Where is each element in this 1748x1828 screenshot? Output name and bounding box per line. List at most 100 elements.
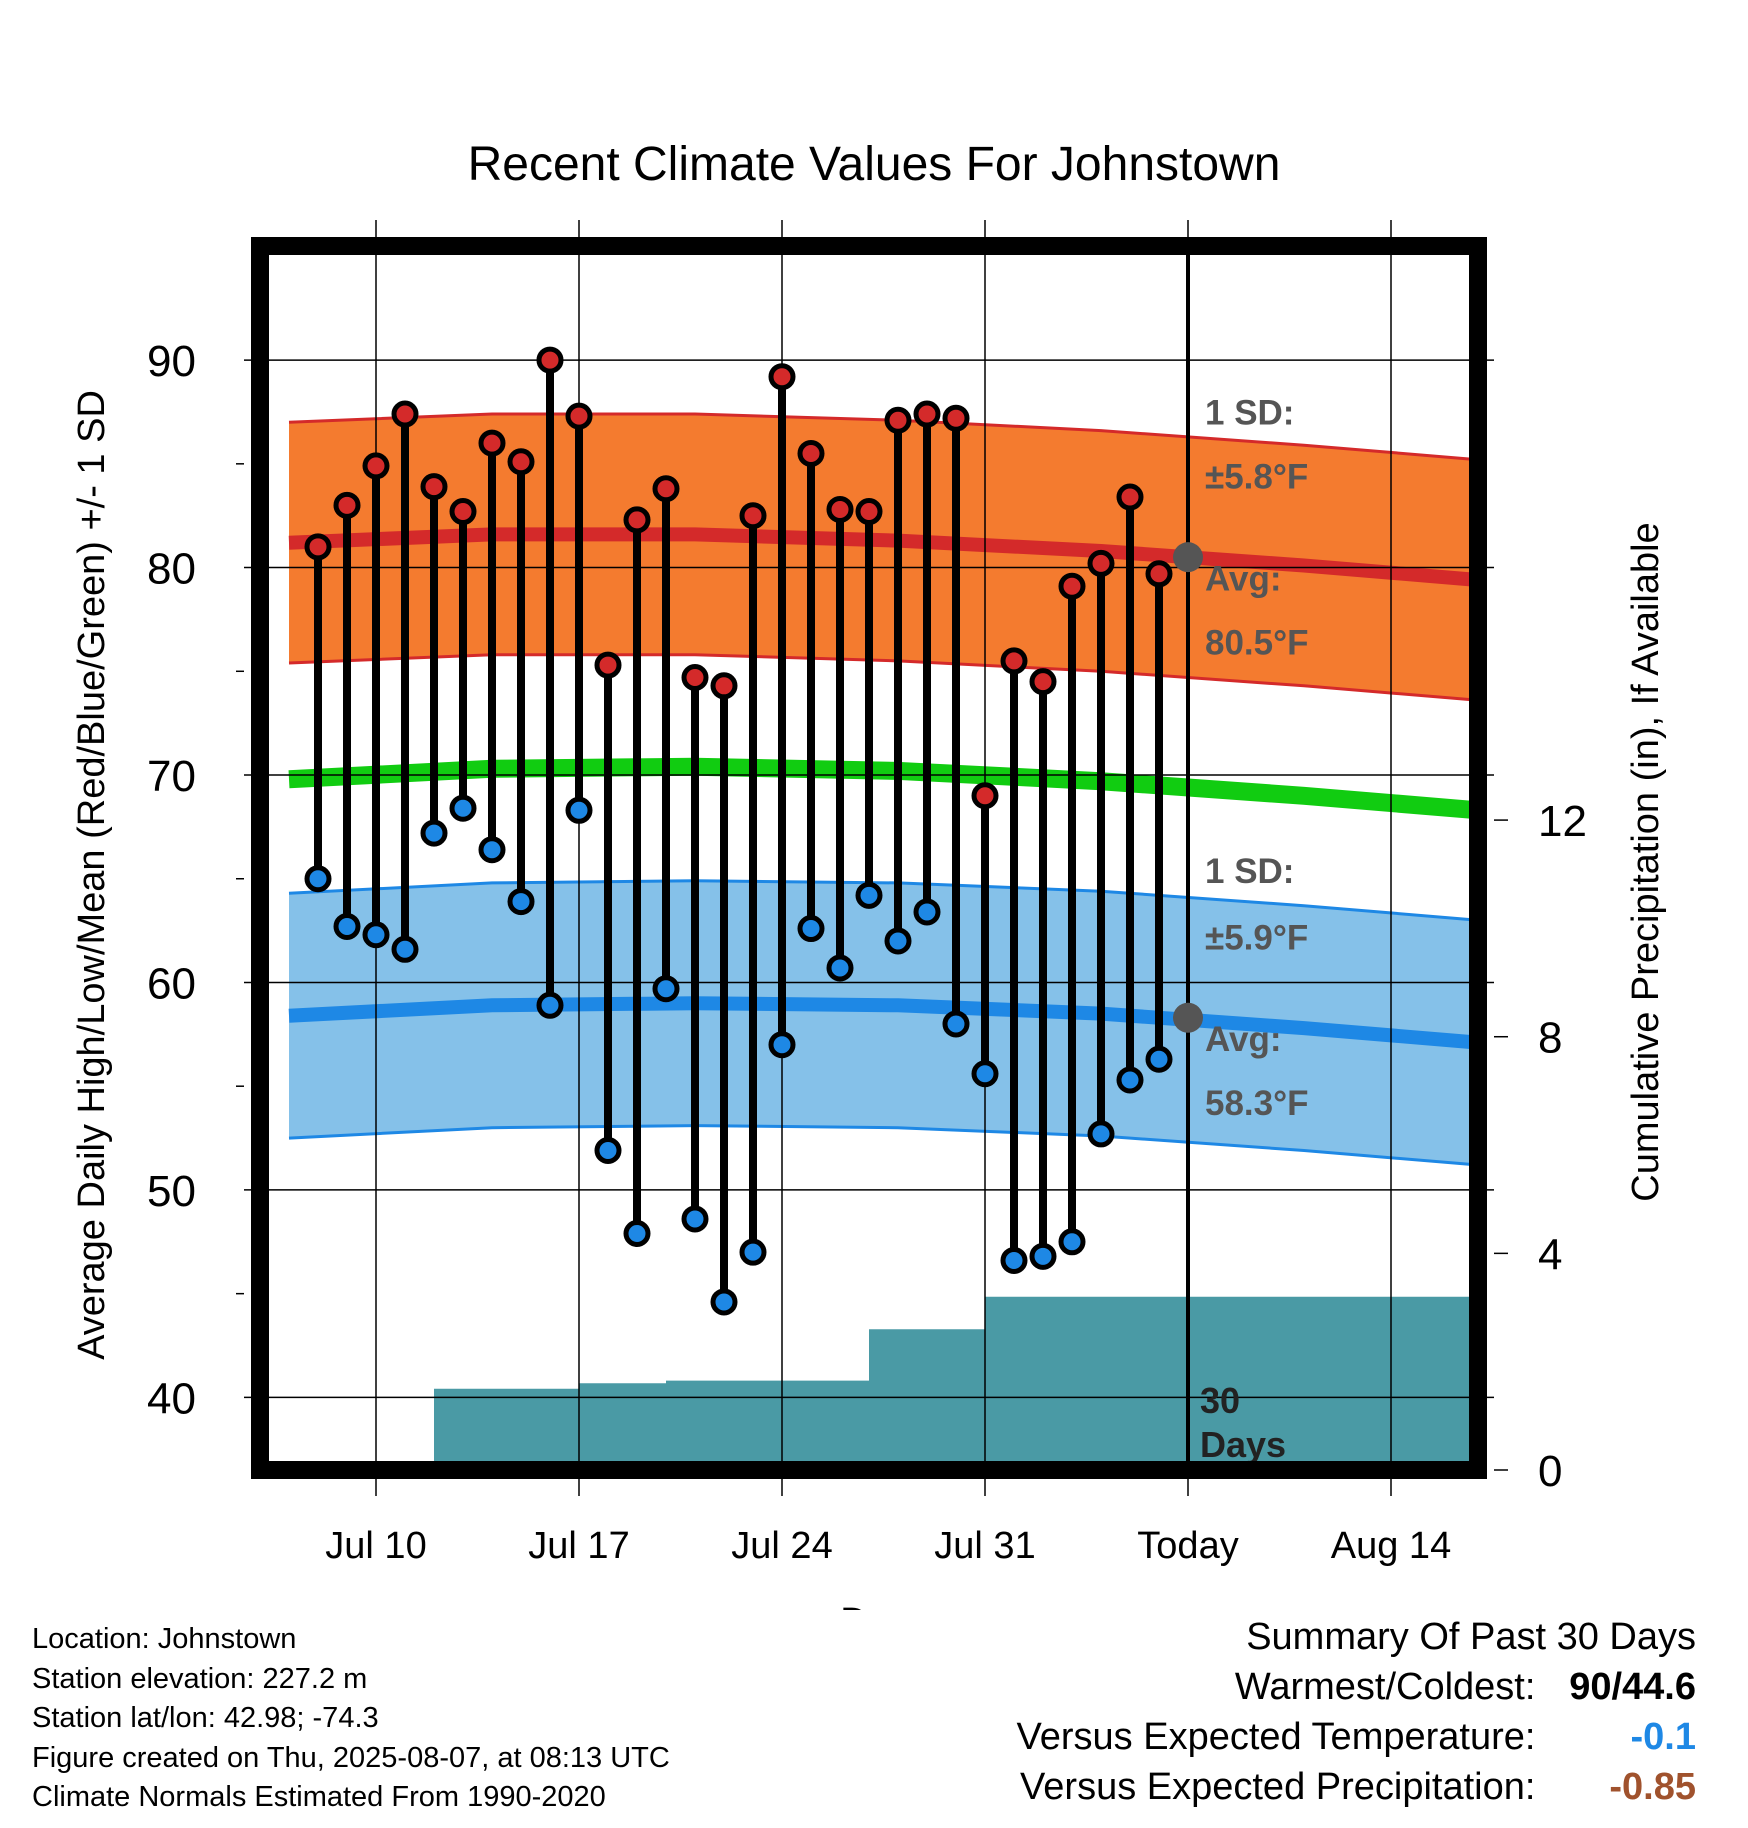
high-sd-band (289, 414, 1478, 701)
y-tick-label-90: 90 (147, 337, 196, 386)
daily-high-point (884, 406, 912, 434)
warm-cold-value: 90/44.6 (1569, 1666, 1696, 1708)
daily-high-point (1000, 647, 1028, 675)
y2-tick-label-8: 8 (1538, 1014, 1562, 1063)
today-days-label: Days (1200, 1424, 1286, 1465)
daily-low-point (565, 796, 593, 824)
daily-high-point (1145, 560, 1173, 588)
daily-low-point (536, 991, 564, 1019)
daily-high-point (855, 498, 883, 526)
daily-low-point (710, 1288, 738, 1316)
high-avg-value: 80.5°F (1205, 624, 1309, 663)
daily-high-point (681, 664, 709, 692)
daily-high-point (594, 651, 622, 679)
daily-low-point (884, 927, 912, 955)
daily-low-point (623, 1219, 651, 1247)
y-tick-label-60: 60 (147, 959, 196, 1008)
y2-tick-label-12: 12 (1538, 797, 1587, 846)
daily-low-point (913, 898, 941, 926)
low-sd-value: ±5.9°F (1205, 918, 1308, 957)
location-text: Location: Johnstown (32, 1623, 297, 1655)
daily-high-point (478, 429, 506, 457)
daily-high-point (623, 506, 651, 534)
y-tick-label-50: 50 (147, 1167, 196, 1216)
daily-high-point (971, 782, 999, 810)
summary-temp-row: Versus Expected Temperature: -0.1 (1017, 1712, 1696, 1762)
daily-high-point (739, 502, 767, 530)
daily-low-point (652, 975, 680, 1003)
plot-frame (251, 237, 1487, 1479)
daily-low-point (1116, 1066, 1144, 1094)
low-avg-value: 58.3°F (1205, 1084, 1309, 1123)
daily-low-point (420, 819, 448, 847)
station-info: Location: Johnstown Station elevation: 2… (32, 1620, 670, 1818)
x-tick-label-1: Jul 17 (528, 1525, 629, 1567)
daily-high-point (826, 495, 854, 523)
low-sd-label: 1 SD: (1205, 852, 1294, 891)
daily-low-point (333, 912, 361, 940)
daily-low-point (1058, 1228, 1086, 1256)
y-axis-label: Average Daily High/Low/Mean (Red/Blue/Gr… (71, 390, 113, 1360)
x-tick-label-4: Today (1137, 1525, 1238, 1567)
daily-low-point (1145, 1045, 1173, 1073)
x-tick-label-2: Jul 24 (731, 1525, 832, 1567)
today-days-number: 30 (1200, 1380, 1240, 1421)
daily-low-point (971, 1060, 999, 1088)
daily-high-point (1058, 572, 1086, 600)
summary-precip-row: Versus Expected Precipitation: -0.85 (1017, 1762, 1696, 1812)
daily-low-point (1087, 1120, 1115, 1148)
daily-low-point (768, 1031, 796, 1059)
precip-label: Versus Expected Precipitation: (1020, 1766, 1536, 1808)
summary-panel: Summary Of Past 30 Days Warmest/Coldest:… (1017, 1612, 1696, 1812)
daily-high-point (391, 400, 419, 428)
climate-chart: Recent Climate Values For Johnstown 30Da… (71, 138, 1667, 1610)
normals-text: Climate Normals Estimated From 1990-2020 (32, 1781, 606, 1813)
x-tick-label-3: Jul 31 (934, 1525, 1035, 1567)
chart-title: Recent Climate Values For Johnstown (468, 138, 1281, 191)
daily-low-point (1000, 1246, 1028, 1274)
y-tick-label-70: 70 (147, 752, 196, 801)
precipitation-area (405, 1296, 1478, 1470)
y2-tick-label-0: 0 (1538, 1447, 1562, 1496)
daily-low-point (1029, 1242, 1057, 1270)
daily-low-point (507, 888, 535, 916)
summary-warm-cold-row: Warmest/Coldest: 90/44.6 (1017, 1662, 1696, 1712)
daily-high-point (1116, 483, 1144, 511)
low-avg-label: Avg: (1205, 1020, 1281, 1059)
y-tick-label-80: 80 (147, 545, 196, 594)
warm-cold-label: Warmest/Coldest: (1234, 1666, 1536, 1708)
daily-low-point (391, 935, 419, 963)
high-avg-label: Avg: (1205, 559, 1281, 598)
daily-high-point (449, 498, 477, 526)
summary-title: Summary Of Past 30 Days (1246, 1616, 1696, 1658)
daily-high-point (507, 448, 535, 476)
precip-value: -0.85 (1609, 1766, 1696, 1808)
daily-low-point (826, 954, 854, 982)
daily-low-point (362, 921, 390, 949)
temp-label: Versus Expected Temperature: (1016, 1716, 1536, 1758)
daily-low-point (594, 1137, 622, 1165)
daily-high-point (797, 439, 825, 467)
daily-high-point (942, 404, 970, 432)
low-sd-lower-line (288, 1124, 1479, 1167)
y-tick-label-40: 40 (147, 1374, 196, 1423)
daily-high-point (1029, 668, 1057, 696)
high-avg-today-marker (1173, 542, 1203, 573)
y2-tick-label-4: 4 (1538, 1230, 1562, 1279)
daily-low-point (304, 865, 332, 893)
x-tick-label-0: Jul 10 (325, 1525, 426, 1567)
x-axis-label: Day (840, 1601, 908, 1610)
low-sd-band (289, 880, 1478, 1165)
elevation-text: Station elevation: 227.2 m (32, 1662, 368, 1695)
x-tick-label-5: Aug 14 (1331, 1525, 1451, 1567)
daily-high-point (913, 400, 941, 428)
daily-high-point (710, 672, 738, 700)
daily-low-point (855, 881, 883, 909)
latlon-text: Station lat/lon: 42.98; -74.3 (32, 1702, 379, 1734)
daily-high-point (420, 473, 448, 501)
daily-high-point (652, 475, 680, 503)
daily-high-point (1087, 549, 1115, 577)
daily-low-point (942, 1010, 970, 1038)
daily-low-point (449, 794, 477, 822)
